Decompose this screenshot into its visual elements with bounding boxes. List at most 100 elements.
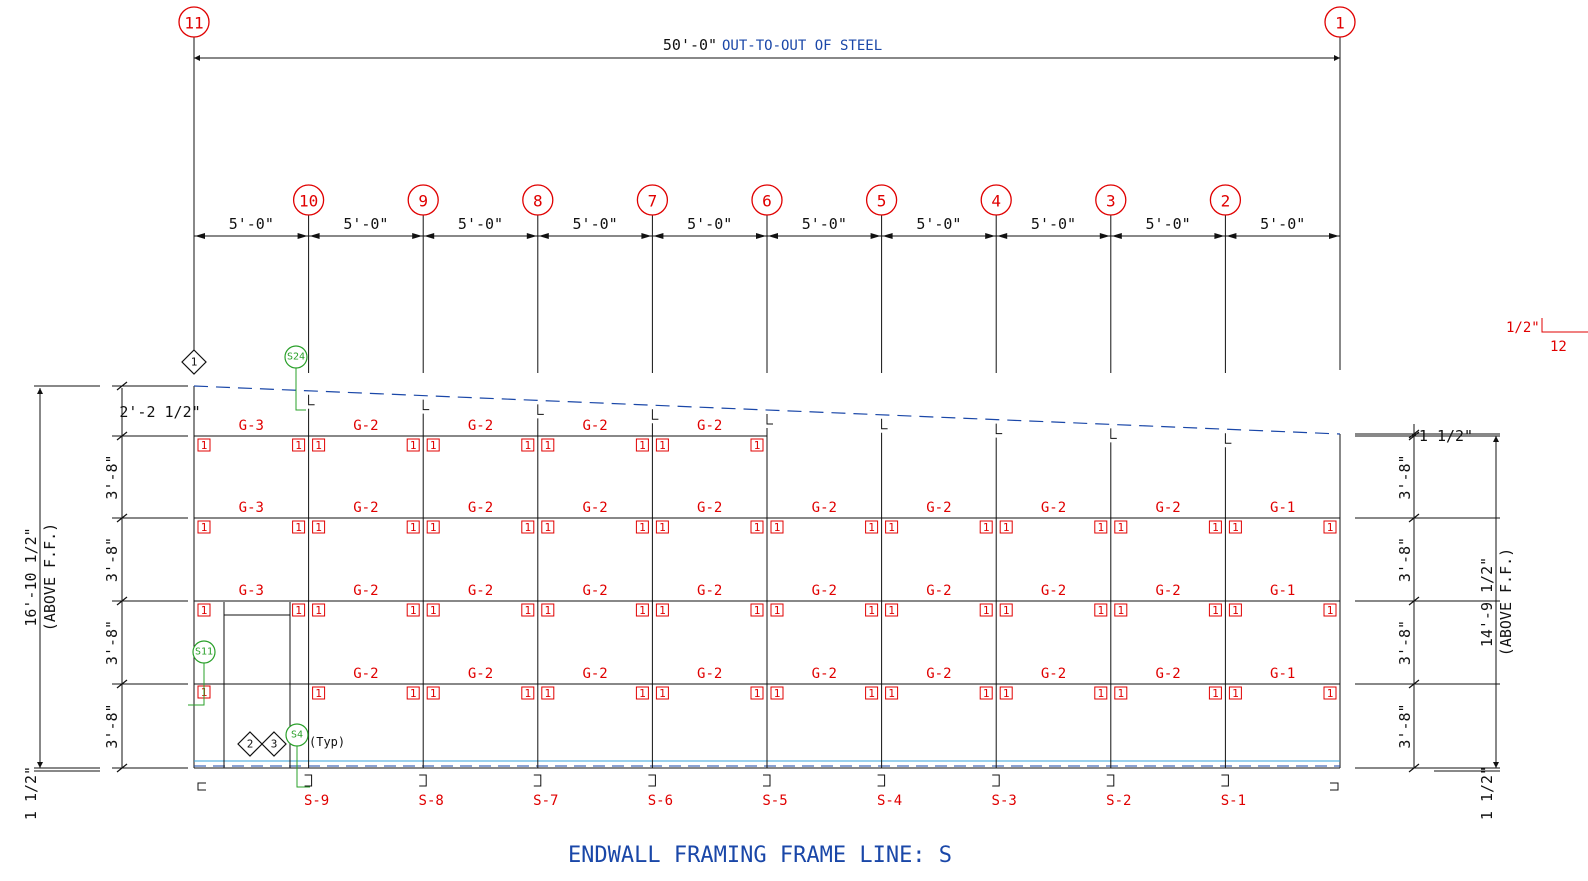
dim-arrow: [297, 233, 308, 239]
connection-mark-box: [750, 520, 764, 534]
stud-label: S-6: [648, 793, 673, 809]
connection-mark-box: [1208, 603, 1222, 617]
connection-mark-box: [406, 438, 420, 452]
connection-mark-label: 1: [1232, 521, 1239, 534]
sheet-ref-3-label: 3: [271, 738, 278, 751]
grid-bubble-5: [865, 184, 898, 216]
dim-tick: [1408, 513, 1420, 523]
stud-cap-symbol: [308, 394, 315, 406]
slope-run: 12: [1550, 339, 1567, 355]
right-girt-spacing: 3'-8": [1396, 537, 1414, 582]
dim-arrow: [1329, 233, 1339, 239]
bay-dim-value: 5'-0": [458, 215, 503, 233]
bay-dim-value: 5'-0": [573, 215, 618, 233]
connection-mark-box: [1228, 603, 1242, 617]
dim-tick: [1408, 429, 1420, 439]
connection-mark-box: [999, 686, 1013, 700]
girt-label: G-2: [353, 583, 378, 599]
girt-label: G-2: [1041, 500, 1066, 516]
connection-mark-box: [655, 686, 669, 700]
connection-mark-box: [635, 520, 649, 534]
girt-label: G-3: [239, 500, 264, 516]
girt-label: G-2: [926, 666, 951, 682]
connection-mark-box: [1323, 686, 1337, 700]
connection-mark-box: [312, 520, 326, 534]
dim-arrow: [538, 233, 549, 239]
connection-mark-label: 1: [295, 521, 302, 534]
connection-mark-label: 1: [201, 439, 208, 452]
connection-mark-label: 1: [983, 687, 990, 700]
sheet-ref-1-label: 1: [191, 356, 198, 369]
dim-arrow: [653, 233, 664, 239]
connection-mark-box: [312, 603, 326, 617]
connection-mark-box: [406, 520, 420, 534]
connection-mark-label: 1: [524, 439, 531, 452]
connection-mark-label: 1: [544, 439, 551, 452]
girt-label: G-3: [239, 418, 264, 434]
connection-mark-box: [885, 520, 899, 534]
connection-mark-box: [521, 603, 535, 617]
sheet-ref-3-diamond: [261, 731, 287, 757]
dim-arrow: [768, 233, 778, 239]
dim-arrow: [756, 233, 766, 239]
connection-mark-box: [197, 603, 211, 617]
connection-mark-box: [1094, 686, 1108, 700]
base-clip-symbol: [1330, 782, 1339, 791]
girt-label: G-2: [697, 666, 722, 682]
connection-mark-label: 1: [544, 521, 551, 534]
stud-label: S-2: [1106, 793, 1131, 809]
connection-mark-label: 1: [295, 439, 302, 452]
connection-mark-box: [979, 520, 993, 534]
right-girt-spacing: 3'-8": [1396, 454, 1414, 499]
overall-dim-note: OUT-TO-OUT OF STEEL: [722, 38, 882, 54]
connection-mark-label: 1: [868, 521, 875, 534]
dim-arrow: [1111, 233, 1122, 239]
connection-mark-box: [1323, 520, 1337, 534]
dim-arrow: [1099, 233, 1110, 239]
grid-label-3: 3: [1106, 192, 1116, 211]
connection-mark-label: 1: [1117, 687, 1124, 700]
connection-mark-label: 1: [201, 521, 208, 534]
connection-mark-label: 1: [639, 687, 646, 700]
roof-line: [193, 385, 1341, 435]
grid-label-8: 8: [533, 192, 543, 211]
connection-mark-label: 1: [1097, 521, 1104, 534]
connection-mark-label: 1: [754, 521, 761, 534]
dim-arrow: [882, 233, 893, 239]
connection-mark-label: 1: [1327, 687, 1334, 700]
connection-mark-label: 1: [754, 604, 761, 617]
grid-label-11: 11: [184, 14, 203, 33]
bay-dim-value: 5'-0": [1146, 215, 1191, 233]
bay-dim-value: 5'-0": [802, 215, 847, 233]
connection-mark-box: [979, 686, 993, 700]
connection-mark-label: 1: [410, 687, 417, 700]
sheet-ref-1-diamond: [181, 349, 207, 375]
connection-mark-box: [406, 603, 420, 617]
dim-arrow: [997, 233, 1008, 239]
girt-label: G-2: [468, 418, 493, 434]
connection-mark-label: 1: [410, 521, 417, 534]
dim-arrow: [1226, 233, 1237, 239]
connection-mark-box: [1094, 603, 1108, 617]
right-height-value: 14'-9 1/2": [1478, 557, 1496, 647]
connection-mark-label: 1: [1232, 687, 1239, 700]
base-clip-symbol: [1106, 774, 1115, 787]
connection-mark-label: 1: [868, 687, 875, 700]
connection-mark-label: 1: [524, 604, 531, 617]
left-girt-spacing: 3'-8": [103, 620, 121, 665]
connection-mark-box: [426, 438, 440, 452]
stud-labels: S-9 S-8 S-7 S-6 S-5 S-4 S-3 S-2 S-1: [197, 774, 1339, 809]
base-clip-symbol: [1221, 774, 1229, 787]
bay-dim-value: 5'-0": [1260, 215, 1305, 233]
connection-mark-label: 1: [1212, 687, 1219, 700]
connection-mark-box: [521, 686, 535, 700]
stud-label: S-1: [1221, 793, 1246, 809]
connection-mark-label: 1: [315, 687, 322, 700]
connection-mark-box: [655, 438, 669, 452]
connection-mark-box: [750, 603, 764, 617]
stud-cap-symbol: [881, 418, 888, 430]
connection-mark-label: 1: [983, 521, 990, 534]
girt-label: G-2: [582, 500, 607, 516]
bay-dim-value: 5'-0": [229, 215, 274, 233]
